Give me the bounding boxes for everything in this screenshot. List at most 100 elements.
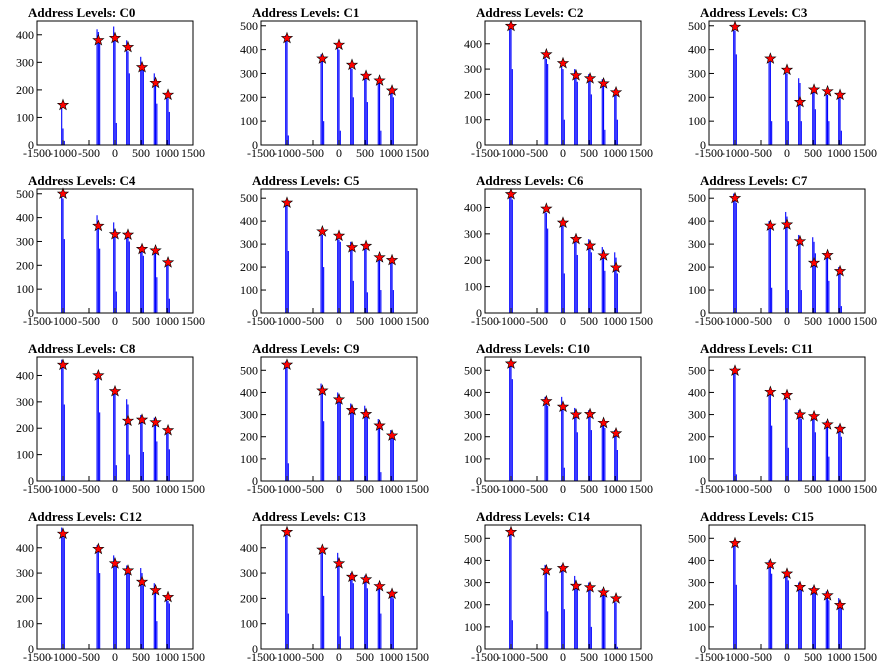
peak-star-marker [556,400,570,413]
y-tick-label: 500 [688,363,706,377]
peak-star-marker [609,261,623,273]
x-tick-label: -1500 [23,482,51,496]
plot-area: 0 100 200 300 400 -1500-1000 -500 0 500 1000 1500 [240,524,429,664]
y-tick-label: 100 [16,110,34,124]
chart-panel: Address Levels: C13 0 100 200 300 400 -1500 -10… [224,504,448,672]
x-tick-label: 500 [580,314,598,328]
x-tick-label: 0 [560,314,566,328]
x-tick-label: -1500 [247,482,275,496]
x-tick-label: 1000 [827,314,851,328]
x-tick-label: 500 [804,650,822,664]
y-tick-label: 100 [688,452,706,466]
peak-star-marker [821,418,834,430]
peak-star-marker [764,557,777,570]
x-tick-label: 0 [336,314,342,328]
peak-star-marker [332,393,346,405]
peak-star-marker [833,88,847,101]
x-tick-label: -1500 [23,650,51,664]
x-tick-label: 0 [560,146,566,160]
peak-star-marker [504,525,518,538]
peak-star-marker [149,583,162,596]
y-tick-label: 300 [16,566,34,580]
x-tick-label: 0 [784,650,790,664]
x-tick-label: 1000 [827,650,851,664]
peak-star-marker [56,358,70,371]
y-tick-label: 400 [464,553,482,567]
peak-star-marker [807,256,821,269]
peak-star-marker [597,416,610,429]
chart-title: Address Levels: C9 [252,341,360,356]
y-tick-label: 200 [16,83,34,97]
x-tick-label: 500 [132,146,150,160]
x-tick-label: -1000 [721,650,749,664]
peak-star-marker [359,407,373,420]
peak-star-marker [780,567,794,579]
peak-star-marker [569,408,583,420]
peak-star-marker [280,525,294,538]
x-tick-label: -500 [750,482,772,496]
y-tick-label: 200 [240,430,258,444]
chart-title: Address Levels: C1 [252,5,360,20]
peak-star-marker [385,84,399,96]
y-tick-label: 300 [688,66,706,80]
y-tick-label: 500 [464,531,482,545]
chart-title: Address Levels: C15 [700,509,814,524]
peak-star-marker [540,394,553,407]
x-tick-label: -1500 [471,482,499,496]
peak-star-marker [108,384,122,397]
chart-panel: Address Levels: C12 0 100 200 300 400 -1500 -10… [0,504,224,672]
peak-star-marker [821,248,834,261]
x-tick-label: -1000 [273,482,301,496]
x-tick-label: -500 [750,314,772,328]
x-tick-label: 0 [784,146,790,160]
x-tick-label: -1500 [695,650,723,664]
peak-star-marker [373,579,386,592]
peak-star-marker [833,598,847,611]
y-tick-label: 200 [464,87,482,101]
peak-star-marker [316,52,329,64]
chart-panel: Address Levels: C3 0 100 200 300 400 500 -1500-… [672,0,896,168]
peak-star-marker [359,572,373,585]
y-tick-label: 500 [688,191,706,205]
x-tick-label: 0 [560,482,566,496]
y-tick-label: 500 [240,363,258,377]
y-tick-label: 200 [240,260,258,274]
peak-star-marker [728,364,742,376]
peak-star-marker [504,19,518,32]
x-tick-label: -1000 [49,650,77,664]
chart-title: Address Levels: C6 [476,173,584,188]
peak-star-marker [609,592,623,604]
peak-star-marker [540,47,553,60]
peak-star-marker [385,429,399,441]
plot-area: 0 100 200 300 400 500 -1500-1000 -500 0 500 1000 15… [688,524,877,664]
y-tick-label: 500 [240,19,258,33]
y-tick-label: 200 [16,421,34,435]
x-tick-label: 500 [132,650,150,664]
y-tick-label: 200 [240,591,258,605]
x-tick-label: 500 [580,650,598,664]
y-tick-label: 400 [16,541,34,555]
y-tick-label: 400 [16,28,34,42]
y-tick-label: 400 [688,214,706,228]
x-tick-label: -1000 [721,146,749,160]
y-tick-label: 300 [16,55,34,69]
x-tick-label: 0 [112,482,118,496]
y-tick-label: 200 [464,430,482,444]
y-tick-label: 200 [688,430,706,444]
peak-star-marker [280,31,294,44]
peak-star-marker [332,38,346,51]
y-tick-label: 100 [688,283,706,297]
peak-star-marker [280,196,294,209]
chart-title: Address Levels: C2 [476,5,584,20]
x-tick-label: 500 [804,314,822,328]
y-tick-label: 0 [476,306,482,320]
x-tick-label: 1000 [827,482,851,496]
y-tick-label: 300 [464,408,482,422]
peak-star-marker [728,536,742,549]
peak-star-marker [833,422,847,435]
x-tick-label: -500 [78,650,100,664]
x-tick-label: 500 [356,650,374,664]
peak-star-marker [793,580,807,593]
chart-panel: Address Levels: C7 0 100 200 300 400 500 -1500-… [672,168,896,336]
peak-star-marker [149,76,162,89]
